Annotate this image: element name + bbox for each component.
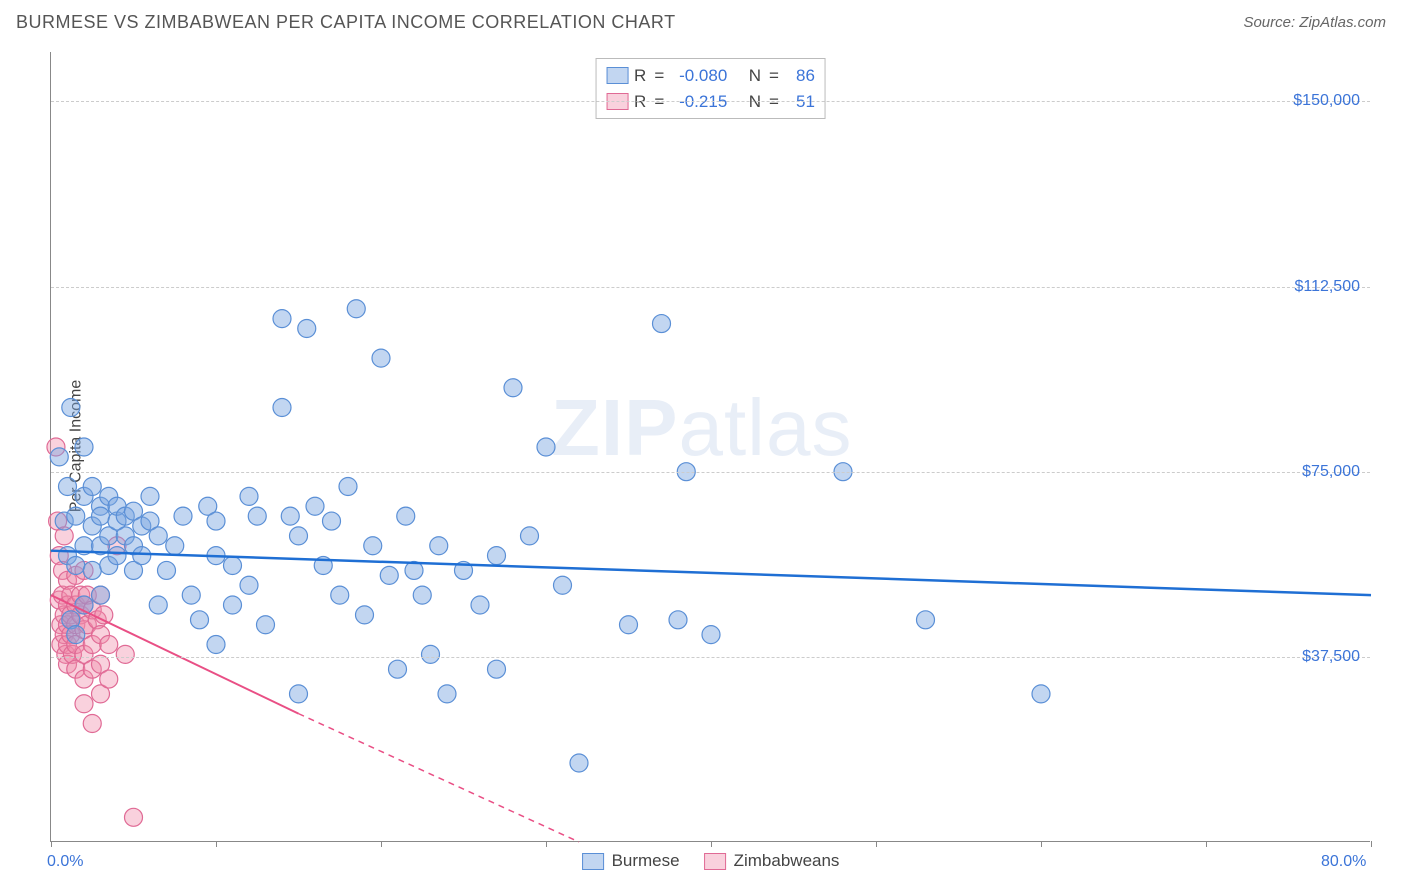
- chart-title: BURMESE VS ZIMBABWEAN PER CAPITA INCOME …: [16, 12, 676, 33]
- y-tick-label: $37,500: [1302, 648, 1360, 666]
- stats-row-burmese: R = -0.080 N = 86: [606, 63, 815, 89]
- bottom-legend: Burmese Zimbabweans: [582, 851, 840, 871]
- chart-source: Source: ZipAtlas.com: [1243, 14, 1386, 31]
- x-tick: [216, 841, 217, 847]
- scatter-plot-svg: [51, 52, 1370, 841]
- x-tick: [876, 841, 877, 847]
- x-tick-label: 80.0%: [1321, 853, 1366, 871]
- x-tick: [381, 841, 382, 847]
- legend-swatch-zimbabweans: [704, 853, 726, 870]
- x-tick: [711, 841, 712, 847]
- y-tick-label: $150,000: [1293, 92, 1360, 110]
- correlation-stats-box: R = -0.080 N = 86 R = -0.215 N = 51: [595, 58, 826, 119]
- chart-header: BURMESE VS ZIMBABWEAN PER CAPITA INCOME …: [0, 0, 1406, 41]
- legend-item-burmese: Burmese: [582, 851, 680, 871]
- legend-item-zimbabweans: Zimbabweans: [704, 851, 840, 871]
- gridline: [51, 101, 1370, 102]
- x-tick: [1371, 841, 1372, 847]
- swatch-burmese: [606, 67, 628, 84]
- x-tick: [1206, 841, 1207, 847]
- x-tick: [1041, 841, 1042, 847]
- y-tick-label: $112,500: [1294, 278, 1360, 296]
- gridline: [51, 657, 1370, 658]
- gridline: [51, 287, 1370, 288]
- chart-plot-area: ZIPatlas R = -0.080 N = 86 R = -0.215 N …: [50, 52, 1370, 842]
- gridline: [51, 472, 1370, 473]
- x-tick-label: 0.0%: [47, 853, 83, 871]
- x-tick: [546, 841, 547, 847]
- y-tick-label: $75,000: [1302, 463, 1360, 481]
- legend-swatch-burmese: [582, 853, 604, 870]
- x-tick: [51, 841, 52, 847]
